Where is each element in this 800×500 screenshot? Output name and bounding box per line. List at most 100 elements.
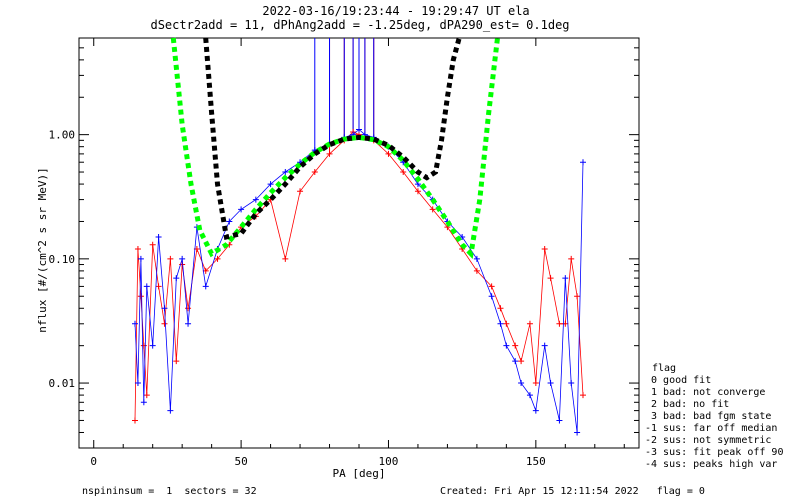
- legend-entry: -3 sus: fit peak off 90: [645, 447, 783, 458]
- data-point: [568, 380, 575, 387]
- chart-title-line1: 2022-03-16/19:23:44 - 19:29:47 UT ela: [262, 4, 529, 18]
- data-point: [185, 305, 192, 312]
- data-point: [282, 169, 289, 176]
- data-point: [161, 320, 168, 327]
- data-point: [526, 392, 533, 399]
- data-point: [556, 417, 563, 424]
- chart-title-line2: dSectr2add = 11, dPhAng2add = -1.25deg, …: [150, 18, 569, 32]
- fit-curves: [170, 37, 500, 259]
- legend-entry: 3 bad: bad fgm state: [645, 411, 771, 422]
- data-point: [547, 275, 554, 282]
- vertical-spike-lines: [314, 38, 375, 154]
- data-point: [297, 188, 304, 195]
- legend-entry: -2 sus: not symmetric: [645, 435, 771, 446]
- y-axis-label: nflux [#/(cm^2 s sr MeV)]: [36, 167, 49, 333]
- data-point: [580, 159, 586, 166]
- data-point: [541, 246, 548, 253]
- data-point: [167, 255, 174, 262]
- data-point: [143, 283, 150, 290]
- data-point: [326, 150, 333, 157]
- footer-right: Created: Fri Apr 15 12:11:54 2022 flag =…: [440, 486, 705, 497]
- data-point: [547, 380, 554, 387]
- data-point: [179, 255, 186, 262]
- data-point: [267, 181, 274, 188]
- legend-entry: 0 good fit: [645, 375, 711, 386]
- legend-title: flag: [652, 363, 676, 374]
- series-line: [134, 128, 584, 433]
- data-point: [473, 267, 480, 274]
- x-tick-label: 0: [90, 455, 97, 468]
- data-point: [132, 320, 138, 327]
- data-point: [568, 255, 575, 262]
- data-point: [282, 255, 289, 262]
- data-point: [173, 275, 180, 282]
- x-tick-label: 100: [379, 455, 399, 468]
- x-tick-label: 50: [234, 455, 247, 468]
- fit-curve: [203, 37, 462, 241]
- data-point: [356, 126, 362, 133]
- data-point: [149, 342, 156, 349]
- data-point: [497, 320, 504, 327]
- data-point: [400, 169, 407, 176]
- data-point: [473, 255, 480, 262]
- y-tick-label: 0.01: [49, 377, 76, 390]
- data-point: [512, 342, 519, 349]
- footer-left: nspininsum = 1 sectors = 32: [82, 486, 257, 497]
- legend-entry: -1 sus: far off median: [645, 423, 777, 434]
- data-point: [137, 293, 144, 300]
- data-point: [503, 320, 510, 327]
- data-point: [414, 188, 421, 195]
- data-point: [497, 305, 504, 312]
- data-point: [143, 392, 150, 399]
- data-point: [134, 380, 141, 387]
- data-point: [574, 293, 581, 300]
- data-point: [185, 320, 192, 327]
- data-point: [311, 169, 318, 176]
- legend-entry: 2 bad: no fit: [645, 399, 729, 410]
- data-point: [580, 392, 586, 399]
- data-point: [173, 358, 180, 365]
- data-point: [385, 150, 392, 157]
- data-point: [149, 241, 156, 248]
- x-axis-label: PA [deg]: [333, 467, 386, 480]
- data-point: [512, 358, 519, 365]
- data-point: [562, 275, 569, 282]
- data-point: [202, 283, 209, 290]
- axis-ticks: 0 50 100 150 1.00 0.10 0.01: [49, 37, 639, 468]
- data-point: [132, 417, 138, 424]
- data-point: [134, 246, 141, 253]
- data-point: [488, 283, 495, 290]
- data-point: [532, 380, 539, 387]
- series-line: [134, 131, 584, 421]
- data-point: [488, 293, 495, 300]
- data-point: [429, 206, 436, 213]
- data-point: [574, 429, 581, 436]
- fit-curve: [170, 37, 500, 259]
- data-point: [518, 358, 525, 365]
- data-point: [155, 233, 162, 240]
- legend-entry: 1 bad: not converge: [645, 387, 765, 398]
- y-tick-label: 0.10: [49, 253, 76, 266]
- data-point: [155, 283, 162, 290]
- data-point: [137, 255, 144, 262]
- data-point: [140, 342, 147, 349]
- data-points: [132, 126, 586, 436]
- data-point: [140, 399, 147, 406]
- data-point: [252, 196, 259, 203]
- legend-entry: -4 sus: peaks high var: [645, 459, 777, 470]
- y-tick-label: 1.00: [49, 129, 76, 142]
- data-point: [503, 342, 510, 349]
- x-tick-label: 150: [526, 455, 546, 468]
- data-point: [214, 255, 221, 262]
- data-point: [161, 305, 168, 312]
- data-point: [532, 407, 539, 414]
- data-point: [167, 407, 174, 414]
- data-point: [541, 342, 548, 349]
- data-point: [556, 320, 563, 327]
- data-point: [526, 320, 533, 327]
- data-point: [518, 380, 525, 387]
- data-point: [238, 206, 245, 213]
- data-point: [226, 218, 233, 225]
- flag-legend: flag 0 good fit 1 bad: not converge 2 ba…: [645, 363, 783, 470]
